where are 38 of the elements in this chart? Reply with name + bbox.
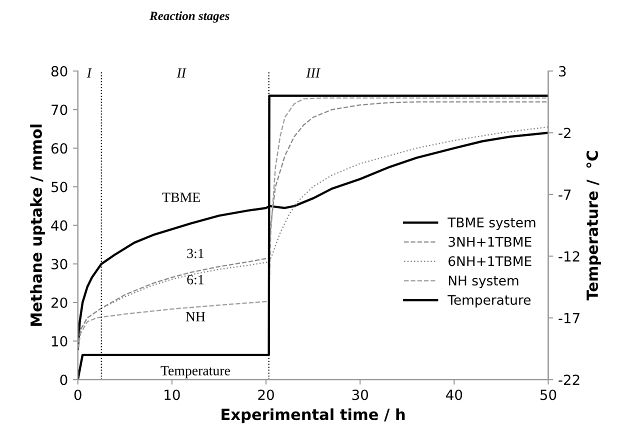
annotation: Temperature xyxy=(160,366,230,378)
legend-label: TBME system xyxy=(448,218,536,230)
x-tick-label: 40 xyxy=(446,390,462,400)
y-tick-label: 40 xyxy=(51,220,68,231)
y-tick-label: 20 xyxy=(51,297,68,308)
x-tick-label: 10 xyxy=(164,390,180,400)
legend-label: 6NH+1TBME xyxy=(448,256,532,266)
x-tick-label: 0 xyxy=(74,390,82,400)
text: Reaction stages xyxy=(150,11,230,23)
y2-tick-label: -7 xyxy=(558,190,571,200)
y-tick-label: 50 xyxy=(52,182,68,192)
y2-tick-label: -22 xyxy=(558,374,580,385)
legend-label: NH system xyxy=(448,276,518,288)
y2-axis-title: Temperature / °C xyxy=(586,151,601,300)
y2-tick-label: 3 xyxy=(559,66,566,77)
x-axis-title: Experimental time / h xyxy=(222,408,405,424)
legend-label: 3NH+1TBME xyxy=(448,236,532,247)
annotation: I xyxy=(86,68,92,78)
y2-tick-label: -17 xyxy=(558,313,580,324)
y-tick-label: 60 xyxy=(51,143,68,154)
x-tick-label: 50 xyxy=(540,390,556,400)
y-tick-label: 80 xyxy=(51,66,68,77)
y2-tick-label: -12 xyxy=(558,251,580,262)
legend-label: Temperature xyxy=(448,295,531,308)
y-axis-title: Methane uptake / mmol xyxy=(30,124,45,326)
y-tick-label: 70 xyxy=(52,104,68,116)
annotation: 6:1 xyxy=(187,275,204,284)
annotation: 3:1 xyxy=(187,248,204,258)
y-tick-label: 0 xyxy=(60,374,68,386)
annotation: II xyxy=(176,68,187,78)
y-tick-label: 30 xyxy=(52,258,68,270)
x-tick-label: 20 xyxy=(258,390,274,400)
x-tick-label: 30 xyxy=(352,390,368,400)
y2-tick-label: -2 xyxy=(558,128,570,138)
annotation: NH xyxy=(186,312,206,322)
annotation: TBME xyxy=(162,192,200,202)
y-tick-label: 10 xyxy=(52,336,68,347)
annotation: III xyxy=(306,68,321,78)
